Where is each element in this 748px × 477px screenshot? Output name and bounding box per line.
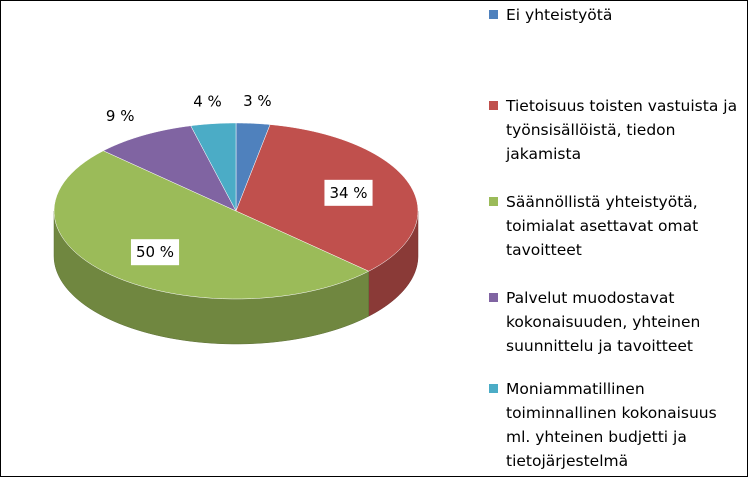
label-box: [324, 179, 373, 206]
legend-swatch: [489, 197, 498, 206]
legend-text: Säännöllistä yhteistyötä, toimialat aset…: [506, 193, 699, 259]
legend-swatch: [489, 10, 498, 19]
legend-text: Moniammatillinen toiminnallinen kokonais…: [506, 380, 717, 470]
label-box: [130, 239, 180, 266]
legend-swatch: [489, 384, 498, 393]
data-label: 4 %: [193, 92, 222, 110]
legend-item: Säännöllistä yhteistyötä, toimialat aset…: [489, 190, 739, 262]
pie-slice: [102, 125, 237, 212]
legend-text: Palvelut muodostavat kokonaisuuden, yhte…: [506, 289, 701, 355]
data-label: 9 %: [106, 107, 135, 125]
legend-swatch: [489, 293, 498, 302]
legend-text: Ei yhteistyötä: [506, 6, 613, 24]
legend-text: Tietoisuus toisten vastuista ja työnsisä…: [506, 97, 738, 163]
data-label: 50 %: [136, 243, 174, 261]
data-label: 34 %: [329, 184, 367, 202]
legend-item: Tietoisuus toisten vastuista ja työnsisä…: [489, 94, 739, 166]
legend-item: Ei yhteistyötä: [489, 3, 739, 27]
data-label: 3 %: [243, 92, 272, 110]
legend-swatch: [489, 101, 498, 110]
pie-slice: [190, 122, 237, 212]
legend-item: Moniammatillinen toiminnallinen kokonais…: [489, 377, 739, 473]
legend-item: Palvelut muodostavat kokonaisuuden, yhte…: [489, 286, 739, 358]
pie-area: 3 % 34 % 50 % 9 % 4 %: [53, 92, 419, 345]
